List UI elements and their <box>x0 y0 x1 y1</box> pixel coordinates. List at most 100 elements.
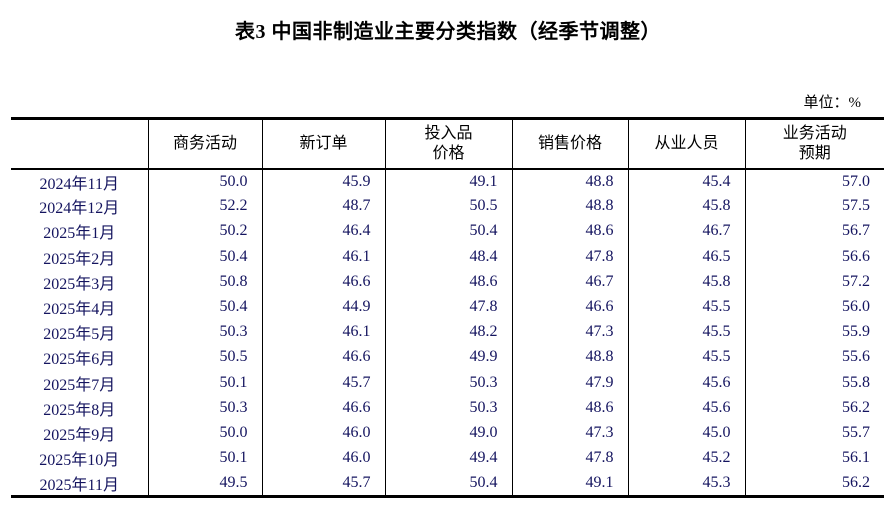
value-cell: 46.1 <box>261 244 385 270</box>
page-title: 表3 中国非制造业主要分类指数（经季节调整） <box>235 21 661 43</box>
value-cell: 50.4 <box>384 470 512 497</box>
value-cell: 56.2 <box>744 395 884 421</box>
table-row: 2025年9月 50.0 46.0 49.0 47.3 45.0 55.7 <box>11 420 884 446</box>
value-cell: 46.6 <box>261 344 385 370</box>
period-cell: 2025年1月 <box>43 225 116 243</box>
value-cell: 50.5 <box>384 193 512 219</box>
column-header: 销售价格 <box>511 118 628 170</box>
value-cell: 50.3 <box>147 319 262 345</box>
value-cell: 56.1 <box>744 445 884 471</box>
table-row: 2025年4月 50.4 44.9 47.8 46.6 45.5 56.0 <box>11 294 884 320</box>
period-cell: 2025年8月 <box>43 401 116 419</box>
period-cell: 2025年6月 <box>43 351 116 369</box>
value-cell: 46.6 <box>511 294 628 320</box>
period-cell: 2025年3月 <box>43 275 116 293</box>
value-cell: 50.1 <box>147 370 262 396</box>
table-row: 2025年1月 50.2 46.4 50.4 48.6 46.7 56.7 <box>11 218 884 245</box>
period-cell: 2025年10月 <box>39 452 120 470</box>
value-cell: 45.6 <box>627 395 745 421</box>
table-row: 2025年11月 49.5 45.7 50.4 49.1 45.3 56.2 <box>11 470 884 497</box>
value-cell: 46.7 <box>511 269 628 295</box>
data-table: 商务活动 新订单 投入品 价格 销售价格 从业人员 业务活动 预期 2024年11月 50.… <box>11 117 884 498</box>
value-cell: 46.0 <box>261 420 385 446</box>
value-cell: 45.7 <box>261 470 385 497</box>
value-cell: 45.0 <box>627 420 745 446</box>
value-cell: 46.1 <box>261 319 385 345</box>
value-cell: 55.8 <box>744 370 884 396</box>
value-cell: 46.0 <box>261 445 385 471</box>
value-cell: 48.6 <box>511 218 628 245</box>
value-cell: 50.4 <box>147 294 262 320</box>
table-body: 2024年11月 50.0 45.9 49.1 48.8 45.4 57.0 2024年12月… <box>11 168 884 497</box>
column-header: 从业人员 <box>627 118 745 170</box>
value-cell: 57.2 <box>744 269 884 295</box>
value-cell: 47.8 <box>511 445 628 471</box>
value-cell: 45.4 <box>627 168 745 194</box>
value-cell: 57.0 <box>744 168 884 194</box>
value-cell: 50.4 <box>147 244 262 270</box>
value-cell: 55.7 <box>744 420 884 446</box>
value-cell: 55.6 <box>744 344 884 370</box>
value-cell: 47.3 <box>511 319 628 345</box>
value-cell: 48.8 <box>511 193 628 219</box>
value-cell: 56.0 <box>744 294 884 320</box>
value-cell: 49.4 <box>384 445 512 471</box>
value-cell: 56.2 <box>744 470 884 497</box>
value-cell: 49.1 <box>384 168 512 194</box>
column-header: 业务活动 预期 <box>744 118 884 170</box>
value-cell: 46.6 <box>261 395 385 421</box>
value-cell: 45.5 <box>627 319 745 345</box>
period-cell: 2025年2月 <box>43 250 116 268</box>
table-row: 2025年2月 50.4 46.1 48.4 47.8 46.5 56.6 <box>11 244 884 270</box>
value-cell: 45.3 <box>627 470 745 497</box>
table-header-row: 商务活动 新订单 投入品 价格 销售价格 从业人员 业务活动 预期 <box>11 118 884 170</box>
period-cell: 2025年4月 <box>43 301 116 319</box>
value-cell: 45.5 <box>627 294 745 320</box>
table-row: 2025年7月 50.1 45.7 50.3 47.9 45.6 55.8 <box>11 370 884 396</box>
value-cell: 45.9 <box>261 168 385 194</box>
column-header: 新订单 <box>261 118 385 170</box>
value-cell: 50.0 <box>147 168 262 194</box>
value-cell: 48.7 <box>261 193 385 219</box>
corner-header-cell <box>11 118 148 170</box>
table-row: 2025年3月 50.8 46.6 48.6 46.7 45.8 57.2 <box>11 269 884 295</box>
column-header: 商务活动 <box>147 118 262 170</box>
value-cell: 49.5 <box>147 470 262 497</box>
value-cell: 52.2 <box>147 193 262 219</box>
period-cell: 2025年7月 <box>43 376 116 394</box>
value-cell: 56.6 <box>744 244 884 270</box>
value-cell: 48.8 <box>511 168 628 194</box>
table-row: 2025年6月 50.5 46.6 49.9 48.8 45.5 55.6 <box>11 344 884 370</box>
value-cell: 45.6 <box>627 370 745 396</box>
value-cell: 46.4 <box>261 218 385 245</box>
value-cell: 45.2 <box>627 445 745 471</box>
value-cell: 48.8 <box>511 344 628 370</box>
value-cell: 49.9 <box>384 344 512 370</box>
value-cell: 56.7 <box>744 218 884 245</box>
value-cell: 50.3 <box>147 395 262 421</box>
value-cell: 47.9 <box>511 370 628 396</box>
value-cell: 50.0 <box>147 420 262 446</box>
value-cell: 48.6 <box>384 269 512 295</box>
value-cell: 50.1 <box>147 445 262 471</box>
value-cell: 45.8 <box>627 269 745 295</box>
value-cell: 47.3 <box>511 420 628 446</box>
value-cell: 49.0 <box>384 420 512 446</box>
column-header: 投入品 价格 <box>384 118 512 170</box>
value-cell: 57.5 <box>744 193 884 219</box>
value-cell: 47.8 <box>511 244 628 270</box>
value-cell: 45.5 <box>627 344 745 370</box>
value-cell: 46.7 <box>627 218 745 245</box>
value-cell: 46.5 <box>627 244 745 270</box>
period-cell: 2025年11月 <box>39 476 119 494</box>
value-cell: 44.9 <box>261 294 385 320</box>
value-cell: 50.3 <box>384 370 512 396</box>
period-cell: 2024年12月 <box>39 200 120 218</box>
value-cell: 47.8 <box>384 294 512 320</box>
value-cell: 45.7 <box>261 370 385 396</box>
table-row: 2025年8月 50.3 46.6 50.3 48.6 45.6 56.2 <box>11 395 884 421</box>
value-cell: 46.6 <box>261 269 385 295</box>
period-cell: 2025年9月 <box>43 426 116 444</box>
value-cell: 50.8 <box>147 269 262 295</box>
period-cell: 2025年5月 <box>43 326 116 344</box>
